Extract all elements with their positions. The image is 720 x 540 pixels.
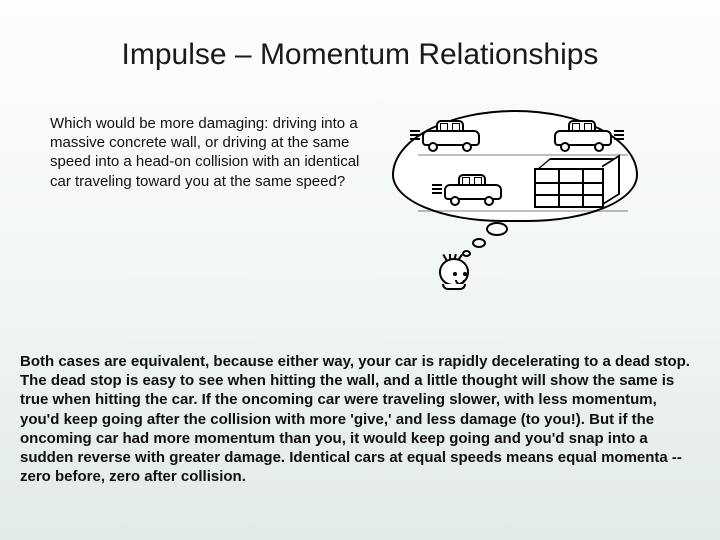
illustration-wrap xyxy=(378,110,684,290)
person-head-icon xyxy=(434,254,474,290)
thought-bubble-illustration xyxy=(386,110,646,290)
ground-line-icon xyxy=(418,210,628,212)
top-block: Which would be more damaging: driving in… xyxy=(0,82,720,298)
car-left-icon xyxy=(422,124,480,152)
ground-line-icon xyxy=(418,154,628,156)
thought-dot-icon xyxy=(472,238,486,248)
thought-dot-icon xyxy=(486,222,508,236)
slide-title: Impulse – Momentum Relationships xyxy=(0,0,720,82)
slide: Impulse – Momentum Relationships Which w… xyxy=(0,0,720,540)
answer-text: Both cases are equivalent, because eithe… xyxy=(20,352,696,486)
question-text: Which would be more damaging: driving in… xyxy=(50,110,360,290)
brick-wall-icon xyxy=(534,168,604,208)
car-into-wall-icon xyxy=(444,178,502,206)
thought-bubble-icon xyxy=(392,110,638,222)
car-right-icon xyxy=(554,124,612,152)
